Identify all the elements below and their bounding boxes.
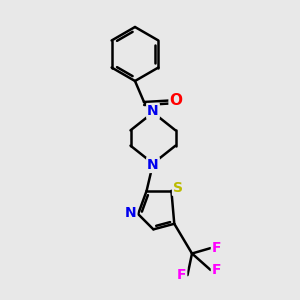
Text: N: N xyxy=(125,206,136,220)
Text: F: F xyxy=(212,241,221,255)
Text: S: S xyxy=(173,181,183,195)
Text: N: N xyxy=(147,158,159,172)
Text: N: N xyxy=(147,104,159,118)
Text: F: F xyxy=(212,263,221,277)
Text: F: F xyxy=(177,268,186,282)
Text: O: O xyxy=(169,93,183,108)
